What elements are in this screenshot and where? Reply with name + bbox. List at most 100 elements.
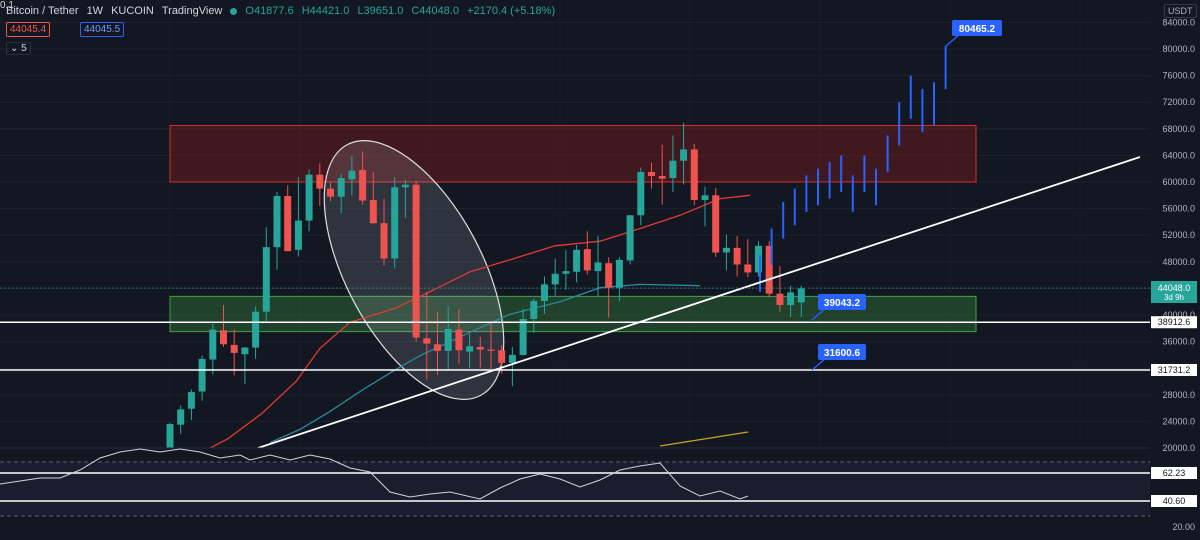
candle-body — [401, 184, 409, 188]
rsi-upper-tag: 62.23 — [1163, 468, 1186, 478]
target-label: 80465.2 — [959, 24, 996, 35]
exchange: KUCOIN — [111, 5, 154, 17]
candle-body — [444, 328, 452, 351]
chevron-down-icon: ⌄ — [10, 43, 19, 54]
candle-body — [198, 358, 206, 392]
market-status-icon — [230, 7, 238, 15]
indicators-toggle[interactable]: ⌄ 5 — [6, 42, 31, 55]
ohlc-close: C44048.0 — [411, 5, 460, 17]
candle-body — [744, 264, 752, 273]
current-price-tag-bg — [1151, 281, 1197, 303]
price-tick-label: 40000.0 — [1162, 310, 1195, 320]
support2-label-bg — [818, 344, 866, 360]
interval[interactable]: 1W — [86, 5, 104, 17]
candle-body — [712, 195, 720, 253]
candle-body — [530, 301, 538, 319]
currency-label[interactable]: USDT — [1164, 4, 1197, 18]
buy-button[interactable]: 44045.5 — [80, 22, 125, 37]
candle-body — [412, 184, 420, 338]
price-tick-label: 72000.0 — [1162, 97, 1195, 107]
candle-body — [498, 350, 506, 363]
rsi-tick-label: 20.00 — [1172, 522, 1195, 532]
rsi-line — [0, 448, 749, 500]
candle-body — [252, 311, 260, 348]
candle-body — [573, 249, 581, 272]
candle-body — [701, 195, 709, 200]
candle-body — [722, 247, 730, 253]
candle-body — [380, 223, 388, 259]
price-tick-label: 20000.0 — [1162, 443, 1195, 453]
price-tick-label: 80000.0 — [1162, 44, 1195, 54]
projection-series — [759, 45, 947, 292]
chart-grid — [0, 21, 1150, 449]
price-zones — [169, 124, 977, 333]
candle-body — [369, 199, 377, 224]
price-change: +2170.4 (+5.18%) — [467, 5, 556, 17]
price-tick-label: 64000.0 — [1162, 150, 1195, 160]
trendline — [257, 156, 1141, 449]
candle-body — [305, 174, 313, 221]
candle-body — [391, 187, 399, 259]
rsi-band — [0, 462, 1150, 516]
candle-body — [241, 347, 249, 355]
candle-body — [541, 284, 548, 302]
candle-body — [455, 329, 463, 351]
ma-gold-line — [659, 431, 749, 447]
candle-body — [177, 409, 185, 425]
candle-body — [637, 172, 645, 216]
candle-body — [776, 293, 784, 306]
chart-header: Bitcoin / Tether 1W KUCOIN TradingView O… — [6, 5, 555, 17]
candle-body — [519, 318, 527, 355]
candle-body — [359, 170, 367, 201]
candle-body — [230, 344, 238, 353]
candle-body — [690, 149, 698, 200]
candle-body — [476, 346, 484, 350]
indicators-count: 5 — [21, 43, 27, 54]
candle-body — [605, 263, 613, 288]
candle-body — [669, 160, 677, 179]
candle-body — [594, 262, 602, 272]
price-tick-label: 28000.0 — [1162, 390, 1195, 400]
candle-body — [733, 247, 741, 265]
price-tick-label: 48000.0 — [1162, 257, 1195, 267]
candle-body — [658, 176, 666, 179]
price-tick-label: 76000.0 — [1162, 71, 1195, 81]
candle-body — [551, 273, 559, 285]
ma-red-line — [199, 194, 751, 454]
price-axis-background — [1150, 0, 1200, 540]
candle-body — [680, 149, 688, 161]
candle-body — [626, 215, 634, 261]
candle-body — [327, 188, 334, 197]
resistance-zone — [169, 124, 977, 183]
candle-body — [648, 172, 655, 177]
candle-body — [166, 424, 174, 455]
candlestick-series — [166, 122, 805, 456]
candle-body — [434, 344, 441, 351]
candle-body — [348, 170, 356, 180]
candle-body — [583, 249, 591, 271]
candle-body — [187, 392, 195, 409]
rsi-lower-tag: 40.60 — [1163, 496, 1186, 506]
spread-value: 0.1 — [0, 0, 14, 11]
price-axis[interactable]: 84000.0 80000.0 76000.0 72000.0 68000.0 64000… — [1150, 0, 1200, 540]
current-price-tag: 44048.0 — [1158, 283, 1191, 293]
candle-body — [787, 292, 795, 306]
level-tag-2: 31731.2 — [1158, 365, 1191, 375]
price-tick-label: 52000.0 — [1162, 230, 1195, 240]
candle-body — [284, 195, 292, 252]
source: TradingView — [161, 5, 223, 17]
price-tick-label: 84000.0 — [1162, 17, 1195, 27]
level-tag-1-bg — [1151, 316, 1197, 329]
candle-body — [220, 330, 227, 345]
sell-button[interactable]: 44045.4 — [6, 22, 51, 37]
symbol-name[interactable]: Bitcoin / Tether — [6, 5, 79, 17]
candle-body — [562, 271, 570, 274]
ohlc-open: O41877.6 — [245, 5, 294, 17]
candle-body — [262, 247, 270, 312]
rsi-lower-tag-bg — [1151, 495, 1197, 507]
ohlc-low: L39651.0 — [357, 5, 404, 17]
candle-body — [615, 259, 623, 288]
price-tick-label: 36000.0 — [1162, 337, 1195, 347]
candle-body — [423, 338, 431, 344]
